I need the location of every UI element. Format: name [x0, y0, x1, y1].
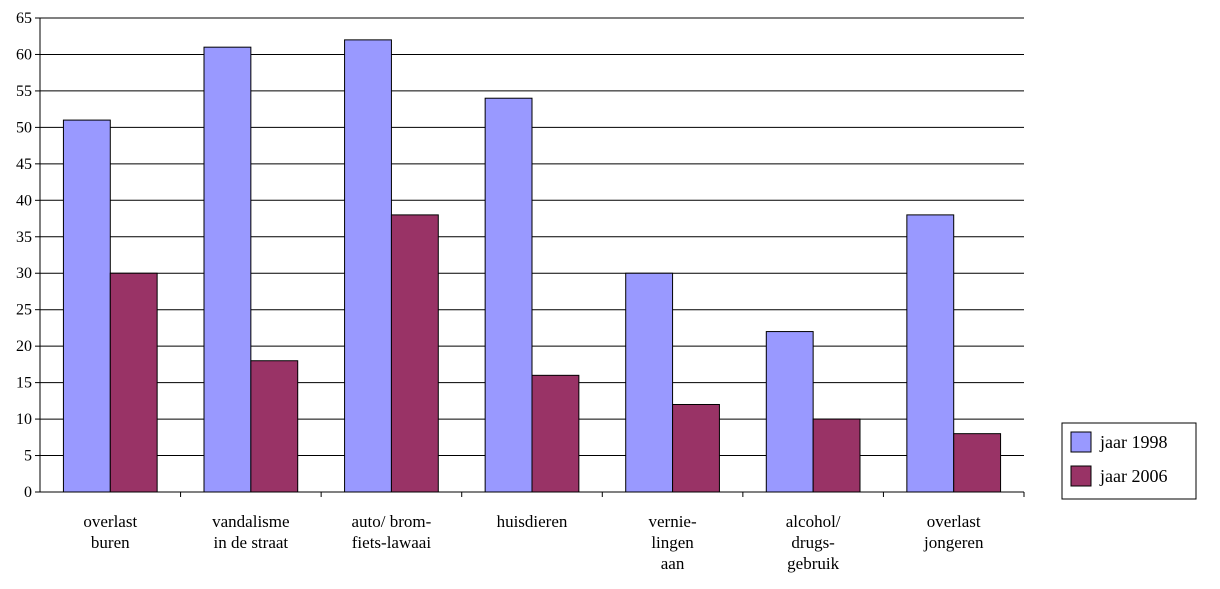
- y-tick-label: 65: [16, 10, 32, 27]
- bar-jaar-1998-3: [485, 98, 532, 492]
- y-tick-label: 20: [16, 338, 32, 355]
- category-label: overlast: [927, 512, 981, 531]
- y-tick-label: 50: [16, 119, 32, 136]
- y-tick-label: 55: [16, 83, 32, 100]
- y-tick-label: 25: [16, 302, 32, 319]
- y-tick-label: 35: [16, 229, 32, 246]
- bar-jaar-2006-2: [391, 215, 438, 492]
- bar-jaar-2006-3: [532, 375, 579, 492]
- bar-jaar-2006-4: [673, 404, 720, 492]
- y-tick-label: 0: [24, 484, 32, 501]
- bar-jaar-2006-6: [954, 434, 1001, 492]
- legend-swatch: [1071, 466, 1091, 486]
- bar-jaar-1998-5: [766, 332, 813, 492]
- legend-label: jaar 1998: [1099, 432, 1167, 452]
- category-label: alcohol/: [786, 512, 841, 531]
- category-label: overlast: [83, 512, 137, 531]
- y-tick-label: 10: [16, 411, 32, 428]
- y-tick-label: 40: [16, 192, 32, 209]
- category-label: lingen: [651, 533, 694, 552]
- category-label: gebruik: [787, 554, 839, 573]
- category-label: fiets-lawaai: [352, 533, 432, 552]
- bar-jaar-1998-1: [204, 47, 251, 492]
- y-axis-ticks: 0 5 10 15 20 25 30 35 40 45 50 55 60 65: [16, 10, 40, 501]
- bar-jaar-1998-6: [907, 215, 954, 492]
- category-label: auto/ brom-: [352, 512, 432, 531]
- category-label: drugs-: [791, 533, 835, 552]
- bar-jaar-2006-1: [251, 361, 298, 492]
- y-tick-label: 5: [24, 448, 32, 465]
- y-tick-label: 60: [16, 46, 32, 63]
- category-label: in de straat: [214, 533, 289, 552]
- y-tick-label: 45: [16, 156, 32, 173]
- category-label: buren: [91, 533, 130, 552]
- bar-jaar-1998-2: [345, 40, 392, 492]
- legend-label: jaar 2006: [1099, 466, 1167, 486]
- category-labels: overlast buren vandalisme in de straat auto/…: [83, 512, 984, 573]
- category-label: vernie-: [649, 512, 697, 531]
- category-label: huisdieren: [497, 512, 568, 531]
- y-tick-label: 30: [16, 265, 32, 282]
- bar-jaar-1998-4: [626, 273, 673, 492]
- bar-jaar-2006-5: [813, 419, 860, 492]
- bar-jaar-2006-0: [110, 273, 157, 492]
- bar-jaar-1998-0: [63, 120, 110, 492]
- category-label: vandalisme: [212, 512, 289, 531]
- category-label: jongeren: [923, 533, 984, 552]
- y-tick-label: 15: [16, 375, 32, 392]
- bars: [63, 40, 1000, 492]
- legend-swatch: [1071, 432, 1091, 452]
- category-label: aan: [661, 554, 685, 573]
- legend: jaar 1998 jaar 2006: [1062, 423, 1196, 499]
